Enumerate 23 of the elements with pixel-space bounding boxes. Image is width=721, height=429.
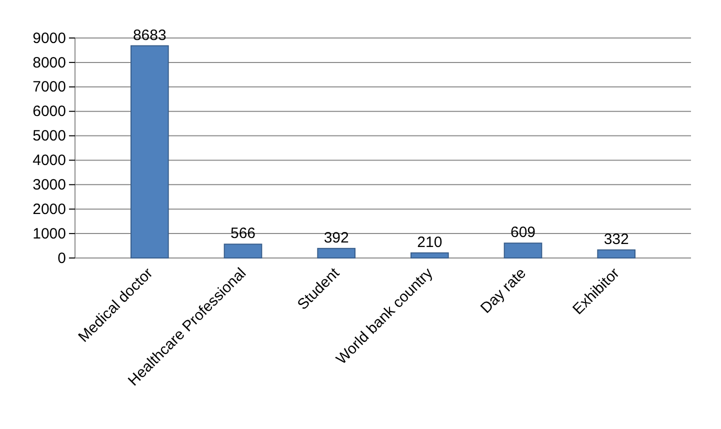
data-label: 332: [604, 230, 629, 248]
y-tick-label: 7000: [32, 78, 66, 96]
y-tick-label: 8000: [32, 54, 66, 72]
y-tick-label: 3000: [32, 176, 66, 194]
data-label: 8683: [132, 26, 166, 44]
y-tick-label: 1000: [32, 225, 66, 242]
y-tick-label: 9000: [32, 30, 66, 47]
y-tick-label: 5000: [32, 128, 66, 145]
bar: [317, 248, 356, 258]
bar: [224, 244, 262, 258]
y-tick-label: 2000: [32, 200, 66, 218]
bar: [504, 242, 542, 258]
y-tick-label: 0: [58, 250, 66, 267]
y-tick-label: 6000: [32, 103, 66, 120]
data-label: 609: [510, 224, 536, 242]
data-label: 566: [230, 225, 256, 242]
bar: [597, 249, 636, 258]
data-label: 210: [417, 234, 442, 251]
x-tick-label: Day rate: [477, 264, 530, 317]
y-tick-label: 4000: [32, 152, 66, 170]
bar: [410, 252, 449, 258]
bar: [130, 45, 169, 258]
data-label: 392: [324, 229, 349, 246]
